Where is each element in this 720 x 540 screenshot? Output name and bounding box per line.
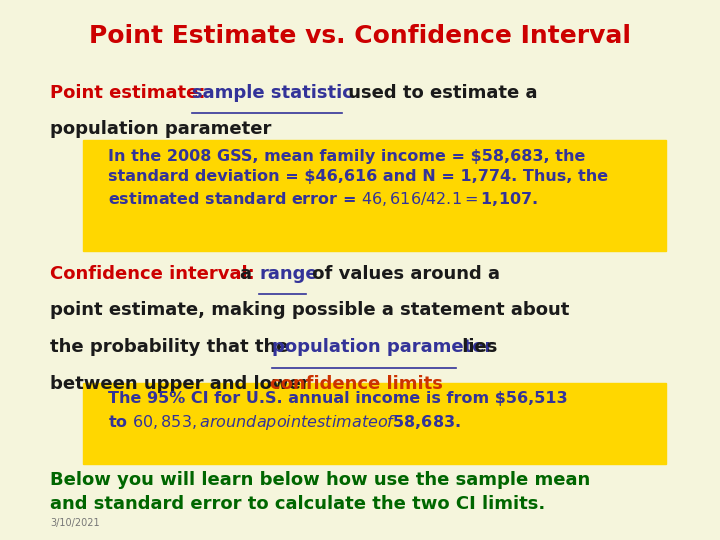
Text: point estimate, making possible a statement about: point estimate, making possible a statem… — [50, 301, 570, 319]
Text: The 95% CI for U.S. annual income is from $56,513
to $60,853, around a point est: The 95% CI for U.S. annual income is fro… — [108, 392, 567, 432]
Text: population parameter: population parameter — [272, 338, 493, 356]
Text: between upper and lower: between upper and lower — [50, 375, 316, 393]
Text: lies: lies — [456, 338, 497, 356]
FancyBboxPatch shape — [83, 383, 666, 464]
Text: a: a — [240, 265, 258, 282]
Text: the probability that the: the probability that the — [50, 338, 295, 356]
FancyBboxPatch shape — [83, 140, 666, 251]
Text: used to estimate a: used to estimate a — [342, 84, 538, 102]
Text: range: range — [259, 265, 318, 282]
Text: Point estimate:: Point estimate: — [50, 84, 212, 102]
Text: Below you will learn below how use the sample mean
and standard error to calcula: Below you will learn below how use the s… — [50, 471, 590, 513]
Text: Point Estimate vs. Confidence Interval: Point Estimate vs. Confidence Interval — [89, 24, 631, 48]
Text: Confidence interval:: Confidence interval: — [50, 265, 261, 282]
Text: sample statistic: sample statistic — [192, 84, 353, 102]
Text: of values around a: of values around a — [306, 265, 500, 282]
Text: population parameter: population parameter — [50, 120, 271, 138]
Text: 3/10/2021: 3/10/2021 — [50, 518, 100, 528]
Text: In the 2008 GSS, mean family income = $58,683, the
standard deviation = $46,616 : In the 2008 GSS, mean family income = $5… — [108, 148, 608, 208]
Text: confidence limits: confidence limits — [270, 375, 443, 393]
